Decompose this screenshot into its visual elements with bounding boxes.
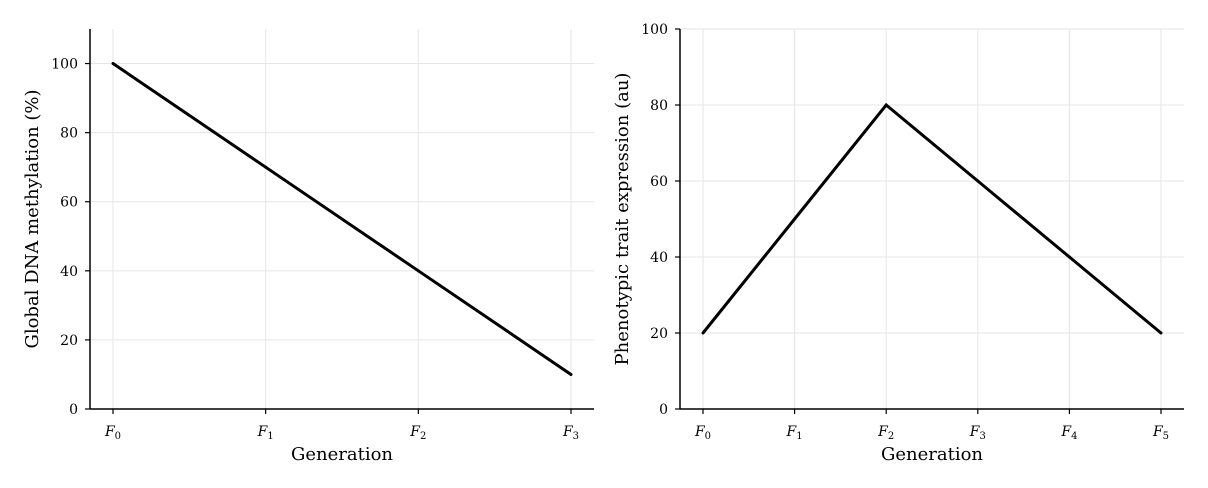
x-tick-label: F1 <box>257 424 274 442</box>
data-point <box>884 103 888 107</box>
y-tick-label: 80 <box>60 126 78 142</box>
y-tick-label: 60 <box>650 174 668 190</box>
data-point <box>793 217 797 221</box>
y-tick-label: 60 <box>60 195 78 211</box>
x-tick-label: F3 <box>562 424 579 442</box>
y-tick-label: 20 <box>650 326 668 342</box>
x-tick-label: F3 <box>969 424 986 442</box>
y-tick-label: 0 <box>69 402 78 418</box>
data-point <box>1159 331 1163 335</box>
series-line <box>112 62 572 376</box>
x-tick-label: F4 <box>1060 424 1077 442</box>
series-line <box>701 102 1162 335</box>
data-point <box>569 372 573 376</box>
data-point <box>111 62 115 66</box>
x-tick-label: F0 <box>694 424 711 442</box>
right-chart-phenotype: 0 20 40 60 80 100 F0 F1 F2 F3 F4 F5 Generation Phenot… <box>612 22 1184 465</box>
y-tick-label: 100 <box>51 57 78 73</box>
data-point <box>701 331 705 335</box>
data-point <box>264 165 268 169</box>
y-tick-label: 100 <box>641 22 668 38</box>
y-tick-label: 40 <box>60 264 78 280</box>
x-tick-label: F2 <box>409 424 426 442</box>
x-axis-title: Generation <box>881 444 983 465</box>
y-axis-title: Phenotypic trait expression (au) <box>612 73 633 366</box>
y-tick-label: 40 <box>650 250 668 266</box>
y-tick-label: 20 <box>60 333 78 349</box>
y-axis-title: Global DNA methylation (%) <box>22 89 43 348</box>
left-chart-methylation: 0 20 40 60 80 100 F0 F1 F2 F3 Generation Global DNA… <box>22 29 594 465</box>
data-point <box>1067 255 1071 259</box>
y-tick-label: 80 <box>650 98 668 114</box>
data-point <box>976 179 980 183</box>
data-point <box>416 269 420 273</box>
x-tick-label: F5 <box>1152 424 1169 442</box>
x-axis-title: Generation <box>291 444 393 465</box>
x-tick-label: F0 <box>104 424 121 442</box>
y-tick-label: 0 <box>659 402 668 418</box>
x-tick-label: F1 <box>786 424 803 442</box>
x-tick-label: F2 <box>877 424 894 442</box>
